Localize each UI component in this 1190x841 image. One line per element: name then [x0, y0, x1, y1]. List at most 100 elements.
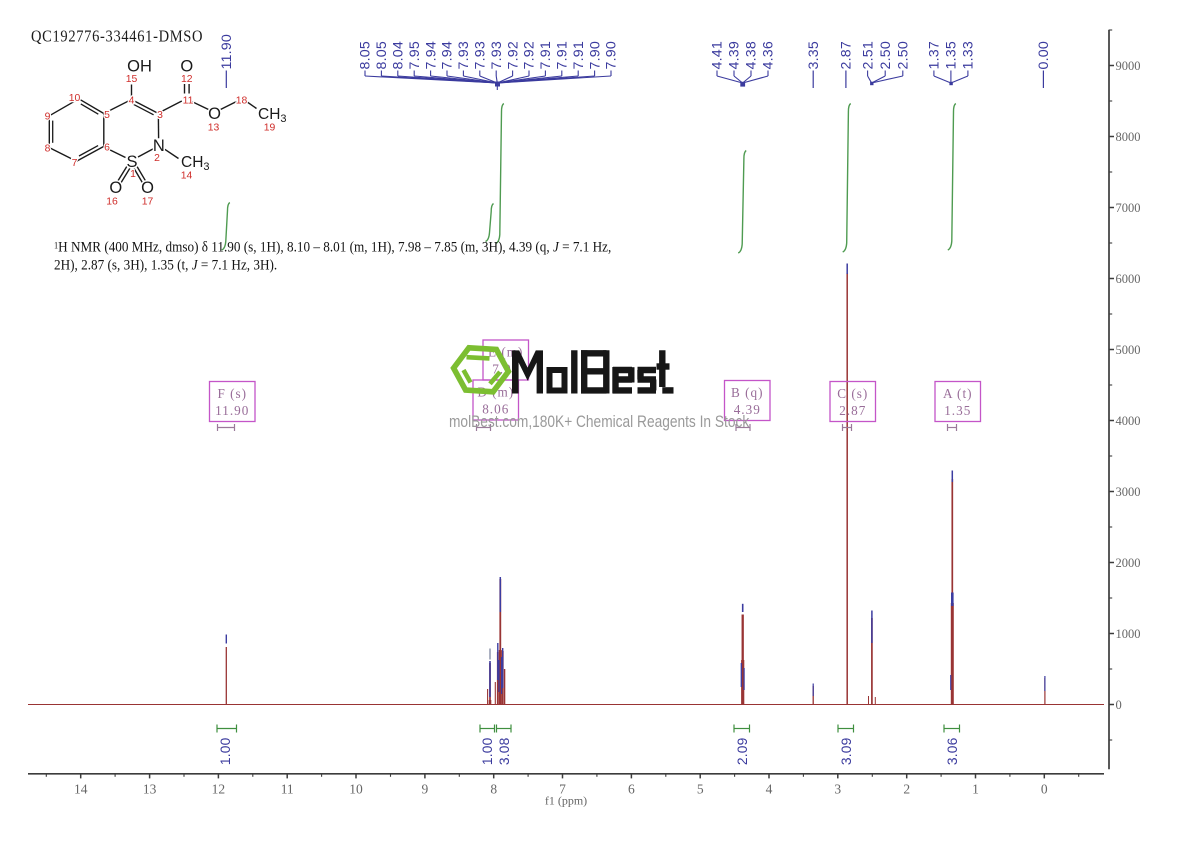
svg-text:3.06: 3.06 — [945, 737, 960, 765]
svg-text:CH3: CH3 — [258, 106, 287, 125]
svg-text:6000: 6000 — [1116, 272, 1141, 286]
svg-text:9: 9 — [422, 782, 429, 797]
svg-text:11.90: 11.90 — [215, 403, 249, 418]
svg-text:4000: 4000 — [1116, 414, 1141, 428]
svg-text:4.38: 4.38 — [744, 41, 760, 69]
svg-text:C (s): C (s) — [837, 386, 868, 401]
svg-text:A (t): A (t) — [943, 386, 973, 401]
svg-text:8000: 8000 — [1116, 130, 1141, 144]
svg-text:0: 0 — [1041, 782, 1048, 797]
svg-text:2.87: 2.87 — [839, 403, 866, 418]
svg-text:2.50: 2.50 — [878, 41, 894, 69]
svg-text:16: 16 — [106, 197, 118, 208]
svg-text:19: 19 — [264, 123, 276, 134]
svg-text:8.04: 8.04 — [391, 41, 407, 69]
svg-text:OH: OH — [127, 58, 152, 76]
svg-text:10: 10 — [69, 93, 81, 104]
svg-text:F (s): F (s) — [217, 386, 247, 401]
svg-text:15: 15 — [126, 74, 138, 85]
svg-text:7.91: 7.91 — [538, 41, 554, 69]
svg-text:7: 7 — [559, 782, 566, 797]
svg-text:B (q): B (q) — [731, 385, 763, 400]
svg-text:7.94: 7.94 — [440, 41, 456, 69]
svg-text:CH3: CH3 — [181, 154, 210, 173]
svg-text:9000: 9000 — [1116, 59, 1141, 73]
svg-text:0.00: 0.00 — [1036, 41, 1052, 69]
svg-text:1.35: 1.35 — [944, 41, 960, 69]
svg-text:13: 13 — [143, 782, 157, 797]
svg-text:14: 14 — [74, 782, 88, 797]
svg-text:6: 6 — [104, 143, 110, 154]
svg-text:N: N — [153, 137, 165, 155]
svg-text:1: 1 — [130, 169, 136, 180]
svg-text:1.35: 1.35 — [944, 403, 971, 418]
svg-text:11: 11 — [281, 782, 294, 797]
svg-text:1.00: 1.00 — [218, 737, 233, 765]
svg-text:7000: 7000 — [1116, 201, 1141, 215]
svg-text:7.90: 7.90 — [587, 41, 603, 69]
svg-text:3.35: 3.35 — [806, 41, 822, 69]
svg-text:3: 3 — [157, 110, 163, 121]
svg-text:2: 2 — [903, 782, 910, 797]
svg-text:4: 4 — [129, 96, 135, 107]
svg-text:QC192776-334461-DMSO: QC192776-334461-DMSO — [31, 28, 203, 46]
svg-text:7.93: 7.93 — [456, 41, 472, 69]
svg-text:8: 8 — [45, 144, 51, 155]
svg-text:7.95: 7.95 — [407, 41, 423, 69]
svg-text:6: 6 — [628, 782, 635, 797]
svg-text:3.09: 3.09 — [839, 737, 854, 765]
svg-text:11.90: 11.90 — [219, 34, 235, 69]
svg-text:14: 14 — [181, 171, 193, 182]
svg-text:7.94: 7.94 — [423, 41, 439, 69]
svg-text:4.39: 4.39 — [727, 41, 743, 69]
svg-text:O: O — [180, 58, 193, 76]
svg-text:1.00: 1.00 — [480, 737, 495, 765]
svg-text:10: 10 — [349, 782, 363, 797]
svg-text:7.92: 7.92 — [505, 41, 521, 69]
svg-text:2.50: 2.50 — [896, 41, 912, 69]
svg-text:molBest.com,180K+ Chemical Rea: molBest.com,180K+ Chemical Reagents In S… — [449, 413, 749, 432]
svg-text:2.09: 2.09 — [735, 737, 750, 765]
svg-text:4: 4 — [766, 782, 773, 797]
svg-text:1.33: 1.33 — [961, 41, 977, 69]
svg-text:f1 (ppm): f1 (ppm) — [545, 794, 587, 808]
svg-text:5: 5 — [104, 110, 110, 121]
svg-text:2.87: 2.87 — [839, 41, 855, 69]
svg-text:13: 13 — [208, 123, 220, 134]
svg-text:0: 0 — [1116, 698, 1122, 712]
svg-text:3000: 3000 — [1116, 485, 1141, 499]
svg-text:8.05: 8.05 — [358, 41, 374, 69]
svg-text:1000: 1000 — [1116, 627, 1141, 641]
svg-text:2: 2 — [154, 153, 160, 164]
svg-text:2.51: 2.51 — [860, 41, 876, 69]
svg-text:8.06: 8.06 — [482, 402, 509, 417]
svg-text:2H), 2.87 (s, 3H), 1.35 (t, J: 2H), 2.87 (s, 3H), 1.35 (t, J = 7.1 Hz, … — [54, 257, 277, 274]
svg-text:7.93: 7.93 — [473, 41, 489, 69]
svg-text:O: O — [208, 105, 221, 123]
svg-text:3: 3 — [834, 782, 841, 797]
svg-text:7.92: 7.92 — [522, 41, 538, 69]
svg-text:O: O — [109, 179, 122, 197]
svg-text:S: S — [126, 153, 137, 171]
svg-text:5: 5 — [697, 782, 704, 797]
svg-text:O: O — [141, 179, 154, 197]
svg-text:8: 8 — [490, 782, 497, 797]
svg-text:4.41: 4.41 — [710, 41, 726, 69]
svg-text:8.05: 8.05 — [374, 41, 390, 69]
svg-text:1.37: 1.37 — [927, 41, 943, 69]
svg-text:4.36: 4.36 — [761, 41, 777, 69]
svg-text:18: 18 — [236, 96, 248, 107]
svg-text:2000: 2000 — [1116, 556, 1141, 570]
svg-text:3.08: 3.08 — [497, 737, 512, 765]
svg-text:9: 9 — [45, 112, 51, 123]
svg-text:7.91: 7.91 — [555, 41, 571, 69]
svg-text:1H NMR (400 MHz, dmso) δ 11.90: 1H NMR (400 MHz, dmso) δ 11.90 (s, 1H), … — [54, 239, 611, 256]
svg-text:12: 12 — [181, 74, 193, 85]
svg-text:1: 1 — [972, 782, 979, 797]
svg-text:17: 17 — [142, 197, 154, 208]
svg-text:12: 12 — [212, 782, 226, 797]
svg-text:7.93: 7.93 — [489, 41, 505, 69]
svg-text:7.91: 7.91 — [571, 41, 587, 69]
svg-text:7: 7 — [72, 158, 78, 169]
svg-text:11: 11 — [183, 96, 194, 107]
